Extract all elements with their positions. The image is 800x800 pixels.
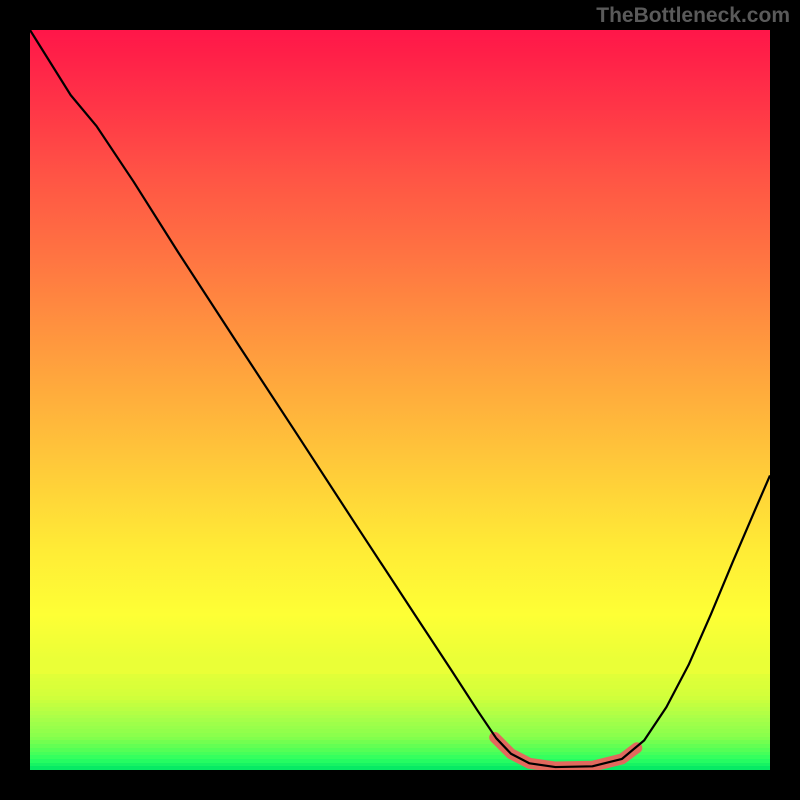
main-curve [30, 30, 770, 767]
curve-svg [30, 30, 770, 770]
chart-container: TheBottleneck.com [0, 0, 800, 800]
highlight-curve [495, 737, 637, 767]
plot-area [30, 30, 770, 770]
watermark-text: TheBottleneck.com [596, 4, 790, 28]
